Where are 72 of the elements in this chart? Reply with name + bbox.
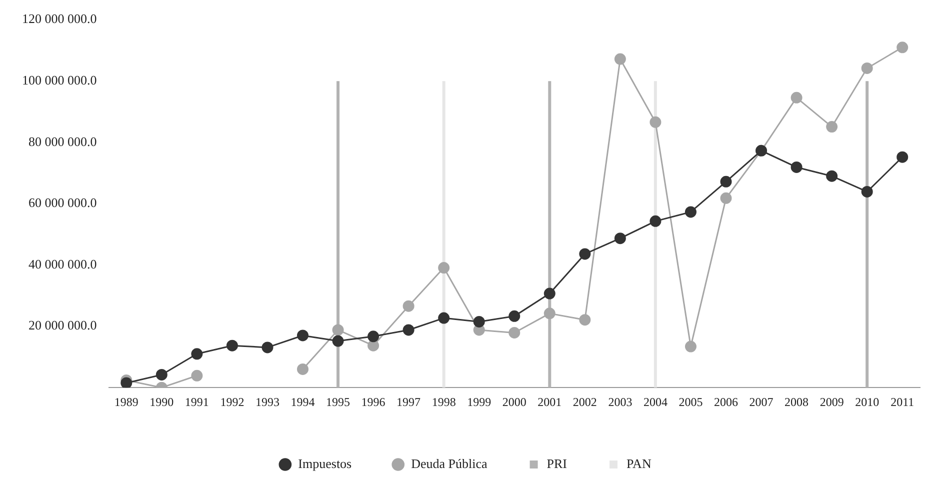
point <box>790 161 802 173</box>
point <box>650 116 662 128</box>
x-tick-label: 1991 <box>184 394 209 409</box>
x-tick-label: 1999 <box>467 394 492 409</box>
point <box>720 192 732 204</box>
point <box>296 363 308 375</box>
point <box>790 92 802 104</box>
point <box>368 340 380 352</box>
point <box>826 121 838 133</box>
point <box>861 62 873 74</box>
point <box>896 151 908 163</box>
point <box>826 170 838 182</box>
point <box>508 310 520 322</box>
point <box>508 326 520 338</box>
point <box>544 288 556 300</box>
x-tick-label: 2006 <box>714 394 738 409</box>
point <box>720 176 732 188</box>
y-tick-label: 20 000 000.0 <box>28 318 97 333</box>
point <box>191 348 203 360</box>
x-tick-label: 1997 <box>396 394 421 409</box>
x-tick-label: 2009 <box>820 394 844 409</box>
point <box>614 232 626 244</box>
x-tick-label: 1996 <box>361 394 386 409</box>
x-tick-label: 2007 <box>749 394 774 409</box>
y-tick-label: 40 000 000.0 <box>28 256 97 272</box>
point <box>473 316 485 328</box>
x-tick-label: 1990 <box>150 394 174 409</box>
point <box>684 340 696 352</box>
point <box>861 186 873 198</box>
x-tick-label: 2001 <box>538 394 562 409</box>
legend-label: PRI <box>546 456 568 471</box>
point <box>438 262 450 274</box>
y-tick-label: 120 000 000.0 <box>22 11 97 26</box>
y-tick-label: 100 000 000.0 <box>22 72 97 88</box>
point <box>332 335 344 347</box>
x-tick-label: 2011 <box>890 394 914 409</box>
x-tick-label: 1998 <box>432 394 456 409</box>
y-tick-label: 80 000 000.0 <box>28 134 97 149</box>
point <box>156 368 168 380</box>
y-tick-label: 60 000 000.0 <box>28 195 97 210</box>
point <box>650 215 662 227</box>
point <box>614 53 626 65</box>
legend-label: PAN <box>626 456 652 471</box>
point <box>896 42 908 54</box>
legend-label: Impuestos <box>298 456 352 471</box>
point <box>262 342 274 354</box>
point <box>402 300 414 312</box>
point <box>438 312 450 324</box>
point <box>191 370 203 382</box>
x-tick-label: 2010 <box>855 394 880 409</box>
x-tick-label: 2002 <box>572 394 597 409</box>
point <box>296 330 308 342</box>
x-tick-label: 1993 <box>255 394 280 409</box>
x-tick-label: 2005 <box>678 394 703 409</box>
point <box>684 206 696 218</box>
x-tick-label: 1992 <box>220 394 244 409</box>
point <box>226 340 238 352</box>
point <box>579 314 591 326</box>
point <box>368 330 380 342</box>
x-tick-label: 2008 <box>784 394 809 409</box>
legend-label: Deuda Pública <box>411 456 488 471</box>
x-tick-label: 2003 <box>608 394 632 409</box>
point <box>579 248 591 260</box>
point <box>402 324 414 336</box>
x-tick-label: 2004 <box>643 394 668 409</box>
point <box>332 324 344 336</box>
point <box>120 377 132 388</box>
point <box>544 308 556 320</box>
x-tick-label: 2000 <box>502 394 526 409</box>
x-tick-label: 1989 <box>114 394 138 409</box>
x-tick-label: 1994 <box>290 394 315 409</box>
x-tick-label: 1995 <box>326 394 350 409</box>
